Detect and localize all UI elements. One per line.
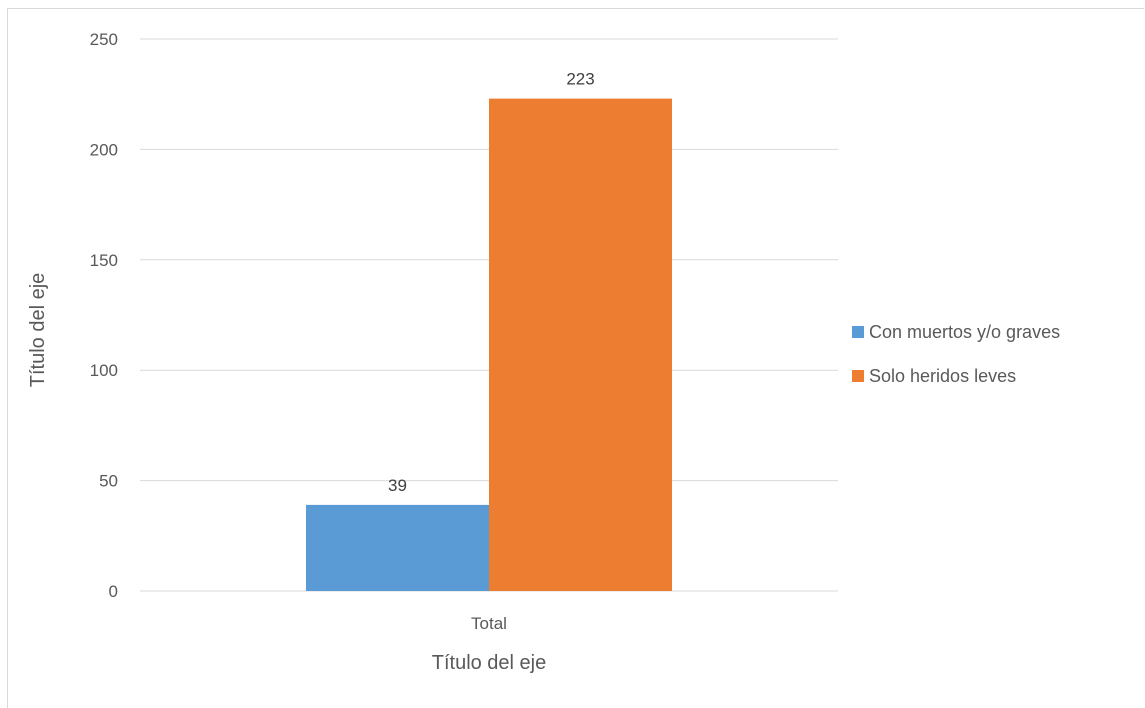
- y-tick-label: 0: [109, 582, 118, 601]
- data-label: 223: [566, 70, 594, 89]
- bar: [306, 504, 489, 591]
- y-tick-label: 100: [90, 361, 118, 380]
- data-labels: 39 223: [388, 70, 595, 495]
- x-tick-label: Total: [471, 614, 507, 633]
- y-axis-ticks: 0 50 100 150 200 250: [90, 30, 118, 601]
- y-tick-label: 250: [90, 30, 118, 49]
- bar: [489, 98, 672, 591]
- y-tick-label: 200: [90, 140, 118, 159]
- y-tick-label: 150: [90, 251, 118, 270]
- legend-swatch: [852, 326, 864, 338]
- legend-swatch: [852, 370, 864, 382]
- legend-label: Solo heridos leves: [869, 366, 1016, 386]
- x-axis-ticks: Total: [471, 614, 507, 633]
- bars: [306, 98, 672, 591]
- data-label: 39: [388, 476, 407, 495]
- y-tick-label: 50: [99, 472, 118, 491]
- y-axis-title: Título del eje: [27, 273, 49, 388]
- chart-frame: [7, 8, 1144, 708]
- legend: Con muertos y/o graves Solo heridos leves: [852, 322, 1060, 386]
- x-axis-title: Título del eje: [432, 652, 547, 674]
- legend-label: Con muertos y/o graves: [869, 322, 1060, 342]
